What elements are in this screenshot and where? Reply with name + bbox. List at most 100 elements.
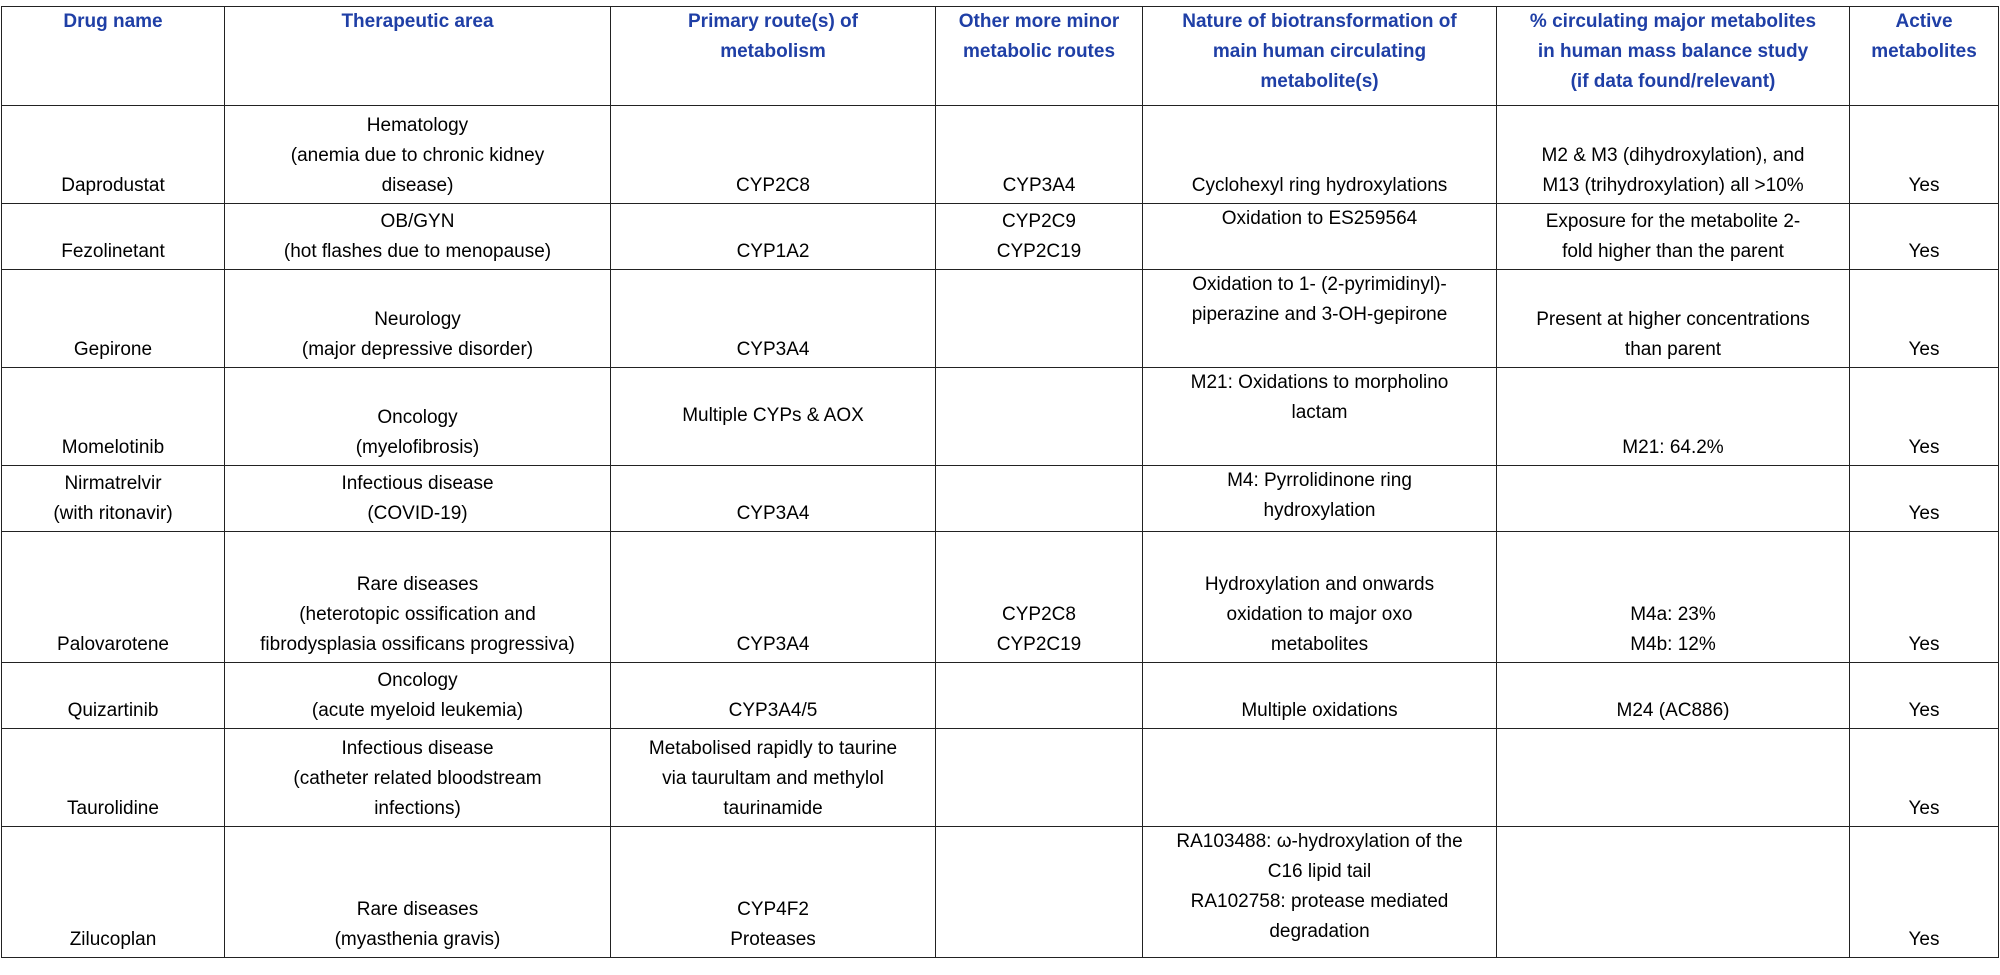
cell-line: Rare diseases [356,574,479,595]
column-header: Primary route(s) of metabolism [610,6,936,106]
metabolism-table: Drug name Therapeutic area Primary route(s… [1,6,1999,958]
table-cell [1496,728,1850,827]
table-cell: Infectious disease (catheter related bloo… [224,728,611,827]
cell-line: Oncology [377,407,458,428]
cell-line: Drug name [63,11,163,32]
cell-line: OB/GYN [380,211,455,232]
table-cell: Rare diseases (heterotopic ossification a… [224,531,611,663]
table-row: Quizartinib Oncology (acute myeloid leukem… [1,662,1999,729]
cell-line: (COVID-19) [367,503,468,524]
cell-line: Yes [1908,700,1940,721]
cell-line: C16 lipid tail [1267,861,1372,882]
table-cell: Fezolinetant [1,203,225,270]
cell-line: CYP4F2 [737,899,809,920]
cell-line: (with ritonavir) [53,503,173,524]
cell-line: Yes [1908,503,1940,524]
cell-line: Yes [1908,798,1940,819]
cell-line: Zilucoplan [69,929,157,950]
table-cell: Yes [1849,269,1999,368]
table-cell: M4: Pyrrolidinone ring hydroxylation [1142,465,1497,532]
table-cell: Daprodustat [1,105,225,204]
cell-line: Momelotinib [61,437,165,458]
cell-line: oxidation to major oxo [1226,604,1413,625]
cell-line: taurinamide [723,798,823,819]
table-cell: CYP2C9 CYP2C19 [935,203,1143,270]
cell-line: % circulating major metabolites [1529,11,1817,32]
table-cell: Yes [1849,826,1999,958]
cell-line: metabolites [1270,634,1369,655]
cell-line: Fezolinetant [61,241,165,262]
cell-line: Oxidation to 1- (2-pyrimidinyl)- [1192,274,1447,295]
table-cell: Oxidation to 1- (2-pyrimidinyl)- piperazi… [1142,269,1497,368]
cell-line: than parent [1624,339,1722,360]
cell-line: Taurolidine [67,798,159,819]
cell-line: Oxidation to ES259564 [1221,208,1418,229]
table-cell: M24 (AC886) [1496,662,1850,729]
cell-line: (acute myeloid leukemia) [311,700,524,721]
table-row: Momelotinib Oncology (myelofibrosis) Multip… [1,367,1999,466]
table-cell: Hematology (anemia due to chronic kidney d… [224,105,611,204]
cell-line: M4b: 12% [1630,634,1716,655]
table-cell: Taurolidine [1,728,225,827]
table-row: Palovarotene Rare diseases (heterotopic os… [1,531,1999,663]
table-cell: Gepirone [1,269,225,368]
table-cell [1496,465,1850,532]
cell-line: Therapeutic area [341,11,494,32]
cell-line: Present at higher concentrations [1536,309,1810,330]
table-cell: Multiple oxidations [1142,662,1497,729]
cell-line: (anemia due to chronic kidney [290,145,545,166]
cell-line: M4a: 23% [1630,604,1716,625]
table-cell: Yes [1849,728,1999,827]
cell-line: Metabolised rapidly to taurine [648,738,898,759]
cell-line: Quizartinib [67,700,159,721]
cell-line: disease) [381,175,454,196]
cell-line: Yes [1908,437,1940,458]
cell-line: Primary route(s) of [688,11,858,32]
cell-line: M24 (AC886) [1616,700,1730,721]
cell-line: Nature of biotransformation of [1182,11,1457,32]
table-row: Nirmatrelvir (with ritonavir) Infectious d… [1,465,1999,532]
table-row: Taurolidine Infectious disease (catheter r… [1,728,1999,827]
cell-line: Yes [1908,175,1940,196]
table-row: Gepirone Neurology (major depressive disor… [1,269,1999,368]
cell-line: Rare diseases [356,899,479,920]
column-header: Other more minor metabolic routes [935,6,1143,106]
table-row: Fezolinetant OB/GYN (hot flashes due to me… [1,203,1999,270]
cell-line: Infectious disease [341,473,494,494]
cell-line: Nirmatrelvir [64,473,162,494]
table-row: Daprodustat Hematology (anemia due to chro… [1,105,1999,204]
table-cell: Yes [1849,105,1999,204]
cell-line: CYP2C9 [1002,211,1076,232]
cell-line: Infectious disease [341,738,494,759]
cell-line: Cyclohexyl ring hydroxylations [1191,175,1448,196]
cell-line: (major depressive disorder) [301,339,534,360]
cell-line: (if data found/relevant) [1570,71,1776,92]
cell-line: CYP3A4 [736,339,810,360]
cell-line: RA102758: protease mediated [1190,891,1449,912]
table-cell: Zilucoplan [1,826,225,958]
table-cell: Exposure for the metabolite 2- fold highe… [1496,203,1850,270]
table-cell: Hydroxylation and onwards oxidation to ma… [1142,531,1497,663]
table-cell: M21: 64.2% [1496,367,1850,466]
cell-line: Daprodustat [61,175,165,196]
table-cell: Multiple CYPs & AOX [610,367,936,466]
column-header: Nature of biotransformation of main human… [1142,6,1497,106]
cell-line: Yes [1908,929,1940,950]
cell-line: (myelofibrosis) [355,437,480,458]
header-row: Drug name Therapeutic area Primary route(s… [1,6,1999,106]
table-cell: CYP2C8 CYP2C19 [935,531,1143,663]
cell-line: Hematology [366,115,469,136]
table-cell [935,728,1143,827]
table-cell: OB/GYN (hot flashes due to menopause) [224,203,611,270]
cell-line: Palovarotene [57,634,169,655]
table-cell [935,662,1143,729]
cell-line: Proteases [730,929,816,950]
column-header: Active metabolites [1849,6,1999,106]
table-cell: CYP3A4 [610,531,936,663]
table-cell [935,367,1143,466]
cell-line: Other more minor [958,11,1120,32]
column-header: Therapeutic area [224,6,611,106]
table-cell [935,826,1143,958]
table-cell: Quizartinib [1,662,225,729]
